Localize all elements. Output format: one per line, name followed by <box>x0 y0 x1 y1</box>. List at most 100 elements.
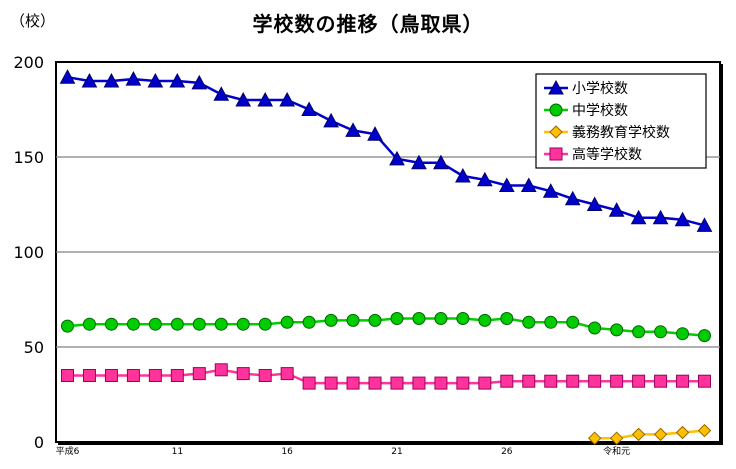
data-point <box>192 317 206 331</box>
y-tick-label: 0 <box>34 433 44 452</box>
data-point <box>478 313 492 327</box>
series-group <box>59 69 713 445</box>
data-point <box>566 374 580 388</box>
data-point <box>214 317 228 331</box>
data-point <box>587 431 602 445</box>
series-3 <box>61 363 711 390</box>
data-point <box>434 312 448 325</box>
data-point <box>653 427 668 442</box>
series-2 <box>587 423 712 445</box>
data-point <box>236 317 250 331</box>
data-point <box>676 327 690 341</box>
data-point <box>520 177 537 192</box>
data-point <box>632 325 646 339</box>
data-point <box>214 363 228 377</box>
data-point <box>676 374 690 388</box>
data-point <box>192 367 206 381</box>
data-point <box>455 167 471 183</box>
data-point <box>367 126 383 141</box>
data-point <box>257 91 274 107</box>
data-point <box>368 376 382 390</box>
data-point <box>588 374 602 388</box>
x-tick-label: 21 <box>391 447 402 457</box>
data-point <box>412 312 426 325</box>
legend-label: 義務教育学校数 <box>572 124 670 141</box>
y-axis-unit-label: （校） <box>10 12 56 30</box>
data-point <box>586 196 603 211</box>
y-tick-label: 200 <box>13 53 44 72</box>
data-point <box>125 71 142 86</box>
legend-box <box>535 73 707 169</box>
legend-label: 中学校数 <box>572 102 628 119</box>
data-point <box>544 315 558 329</box>
data-point <box>104 317 118 331</box>
data-point <box>652 209 669 225</box>
legend-swatch-marker <box>549 147 563 161</box>
data-point <box>456 312 470 325</box>
data-point <box>191 74 208 90</box>
data-point <box>81 72 98 88</box>
data-point <box>301 101 317 116</box>
data-point <box>61 319 74 333</box>
data-point <box>498 177 515 192</box>
data-point <box>674 211 691 227</box>
legend-label: 小学校数 <box>572 80 628 97</box>
data-point <box>389 150 405 166</box>
y-tick-label: 50 <box>24 338 44 357</box>
data-point <box>675 425 690 440</box>
data-point <box>323 112 339 128</box>
data-point <box>368 313 382 327</box>
data-point <box>236 367 250 381</box>
data-point <box>478 376 492 390</box>
data-point <box>608 202 625 217</box>
y-tick-label: 150 <box>13 148 44 167</box>
data-point <box>434 376 448 390</box>
legend-swatch-marker <box>549 125 563 139</box>
data-point <box>698 329 711 343</box>
data-point <box>346 376 360 390</box>
x-tick-label: 平成6 <box>56 445 80 457</box>
series-0 <box>59 69 713 232</box>
data-point <box>148 369 162 382</box>
data-point <box>324 313 338 327</box>
x-tick-label: 26 <box>501 447 513 457</box>
x-tick-label: 16 <box>281 447 293 457</box>
data-point <box>59 69 76 84</box>
data-point <box>169 72 186 88</box>
data-point <box>630 209 647 225</box>
data-point <box>456 376 470 390</box>
data-point <box>258 369 272 382</box>
data-point <box>390 312 404 325</box>
x-axis-ticks: 平成6 11 16 21 26 令和元 <box>56 445 631 457</box>
data-point <box>213 86 230 101</box>
data-point <box>500 312 514 325</box>
data-point <box>631 427 646 442</box>
data-point <box>698 374 711 388</box>
data-point <box>609 431 624 445</box>
y-axis-ticks: 0 50 100 150 200 <box>13 53 44 452</box>
data-point <box>588 321 602 335</box>
data-point <box>544 374 558 388</box>
data-point <box>522 374 536 388</box>
data-point <box>542 183 559 198</box>
data-point <box>147 72 164 88</box>
data-point <box>324 376 338 390</box>
plot-area-shadow <box>58 442 722 445</box>
data-point <box>632 374 646 388</box>
data-point <box>104 369 118 382</box>
data-point <box>412 376 426 390</box>
y-tick-label: 100 <box>13 243 44 262</box>
data-point <box>103 72 120 88</box>
data-point <box>258 317 272 331</box>
data-point <box>697 423 712 438</box>
data-point <box>477 171 493 187</box>
data-point <box>390 376 404 390</box>
data-point <box>564 190 581 206</box>
data-point <box>346 313 360 327</box>
chart-title: 学校数の推移（鳥取県） <box>252 12 484 36</box>
data-point <box>500 374 514 388</box>
data-point <box>345 122 361 137</box>
data-point <box>148 317 162 331</box>
data-point <box>411 154 427 170</box>
